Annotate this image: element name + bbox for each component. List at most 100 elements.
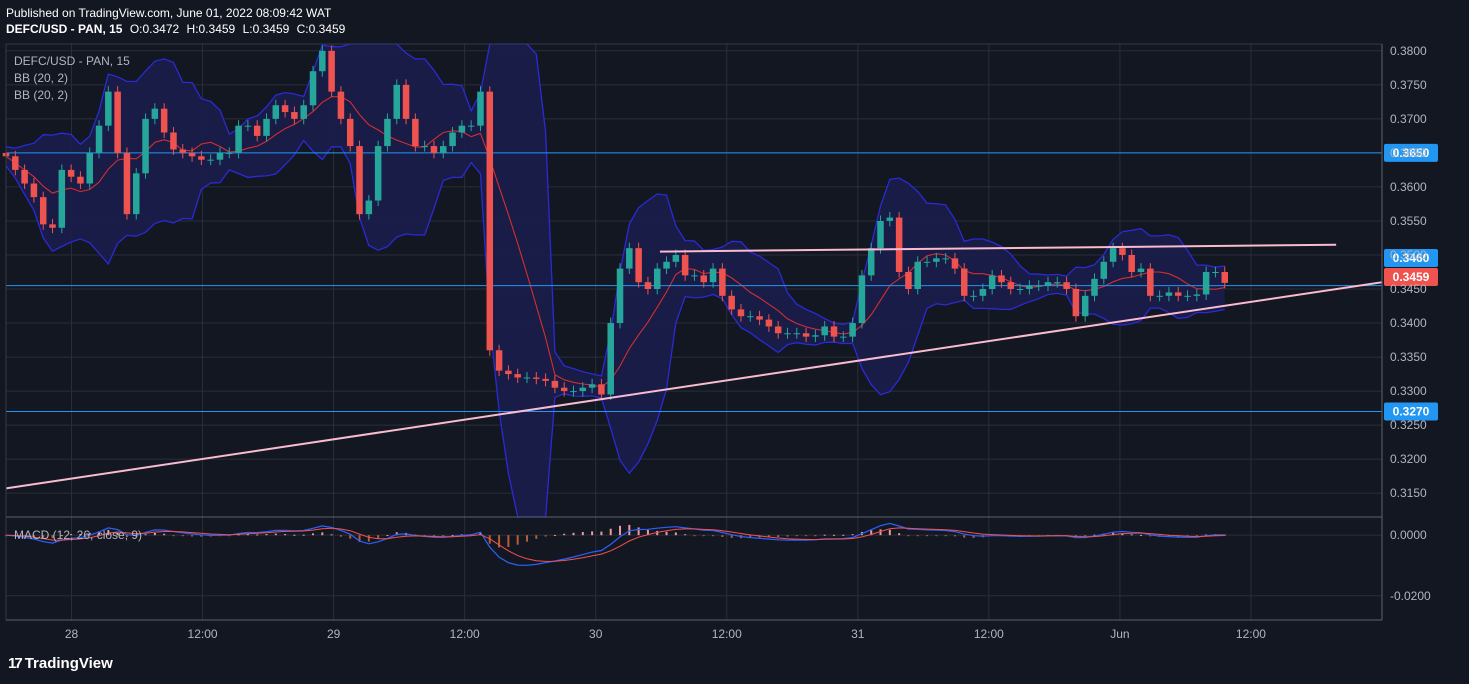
legend-macd[interactable]: MACD (12, 26, close, 9)	[14, 528, 143, 542]
legend-symbol[interactable]: DEFC/USD - PAN, 15	[14, 54, 130, 68]
candle-body	[226, 152, 233, 154]
macd-histogram-bar	[535, 535, 538, 539]
macd-histogram-bar	[786, 535, 789, 537]
candle-body	[812, 335, 819, 337]
macd-histogram-bar	[628, 524, 631, 536]
candle-body	[1119, 248, 1126, 255]
macd-histogram-bar	[163, 533, 166, 536]
macd-histogram-bar	[1195, 535, 1198, 537]
tradingview-logo-text: TradingView	[24, 655, 113, 672]
axes: 0.3150 0.3200 0.3250 0.3300 0.3350 0.3400 0.34…	[5, 43, 1431, 641]
candle-body	[151, 108, 159, 119]
bollinger-band	[5, 43, 1225, 518]
x-tick-label: 12:00	[712, 627, 742, 641]
macd-histogram-bar	[60, 535, 63, 537]
candle-body	[179, 149, 187, 153]
candlesticks[interactable]	[2, 45, 1228, 400]
candle-body	[244, 125, 252, 127]
candle-body	[132, 173, 140, 215]
macd-pane[interactable]	[5, 522, 1226, 566]
horizontal-line-price-box	[1384, 143, 1438, 162]
macd-histogram-bar	[107, 529, 110, 536]
bb-upper-line	[5, 43, 1225, 377]
candle-body	[198, 156, 205, 160]
candle-body	[923, 261, 931, 263]
trendlines[interactable]	[5, 243, 1383, 490]
candle-body	[365, 200, 373, 215]
tradingview-logo[interactable]: 17 TradingView	[8, 655, 113, 672]
macd-histogram-bar	[321, 532, 324, 536]
candle-body	[598, 384, 605, 395]
macd-histogram-bar	[507, 535, 510, 547]
candle-body	[440, 146, 447, 153]
y-tick-label: 0.3550	[1390, 214, 1427, 228]
macd-histogram-bar	[1223, 534, 1226, 536]
horizontal-line-price-label: 0.3270	[1393, 405, 1430, 419]
candle-body	[691, 275, 698, 277]
candle-body	[1072, 289, 1080, 317]
candle-body	[653, 268, 661, 290]
macd-histogram-bar	[358, 535, 361, 542]
candle-body	[737, 309, 745, 317]
candle-body	[402, 84, 410, 119]
candle-body	[951, 258, 959, 269]
candle-body	[1165, 292, 1173, 296]
candle-body	[77, 176, 84, 184]
candle-body	[905, 271, 912, 290]
candle-body	[263, 118, 270, 136]
macd-histogram-bar	[842, 534, 845, 536]
macd-histogram-bar	[944, 535, 947, 537]
candle-body	[421, 146, 428, 148]
x-tick-label: 12:00	[188, 627, 218, 641]
macd-histogram-bar	[432, 535, 435, 537]
price-label-box	[1384, 249, 1438, 267]
y-tick-label: 0.3450	[1390, 282, 1427, 296]
macd-histogram-bar	[144, 534, 147, 536]
candle-body	[774, 326, 782, 334]
candle-body	[328, 50, 335, 92]
macd-histogram-bar	[646, 529, 649, 536]
candle-body	[998, 275, 1005, 283]
trendline	[659, 243, 1337, 253]
macd-histogram-bar	[191, 535, 194, 537]
macd-histogram-bar	[898, 533, 901, 536]
candle-body	[1026, 285, 1033, 290]
macd-tick-label: 0.0000	[1390, 528, 1427, 542]
candle-body	[728, 295, 735, 310]
macd-histogram-bar	[674, 532, 677, 536]
candle-body	[784, 333, 791, 335]
macd-histogram-bar	[712, 535, 715, 537]
candle-body	[1035, 285, 1042, 287]
macd-histogram-bar	[805, 535, 808, 537]
macd-histogram-bar	[609, 528, 612, 536]
candle-body	[877, 220, 884, 249]
macd-histogram-bar	[581, 531, 584, 536]
macd-histogram-bar	[256, 534, 259, 536]
candle-body	[449, 132, 456, 147]
candle-body	[1137, 268, 1145, 272]
macd-histogram-bar	[953, 535, 956, 537]
macd-tick-label: -0.0200	[1390, 589, 1431, 603]
candle-body	[21, 169, 28, 184]
ohlc-high: 0.3459	[198, 22, 236, 36]
y-tick-label: 0.3300	[1390, 384, 1427, 398]
x-tick-label: 12:00	[974, 627, 1004, 641]
candle-body	[849, 323, 856, 337]
macd-histogram-bar	[293, 534, 296, 536]
x-tick-label: 12:00	[450, 627, 480, 641]
candle-body	[1007, 282, 1015, 290]
candle-body	[477, 91, 484, 126]
macd-histogram-bar	[312, 533, 315, 536]
macd-histogram-bar	[367, 535, 370, 542]
macd-histogram-bar	[814, 535, 817, 537]
legend-bb-1[interactable]: BB (20, 2)	[14, 71, 69, 85]
macd-histogram-bar	[386, 535, 389, 537]
macd-histogram-bar	[767, 535, 770, 538]
y-tick-label: 0.3600	[1390, 180, 1427, 194]
legend-bb-2[interactable]: BB (20, 2)	[14, 88, 69, 102]
macd-histogram-bar	[116, 532, 119, 536]
macd-histogram-bar	[544, 535, 547, 537]
macd-histogram-bar	[572, 532, 575, 536]
candle-body	[709, 268, 717, 283]
